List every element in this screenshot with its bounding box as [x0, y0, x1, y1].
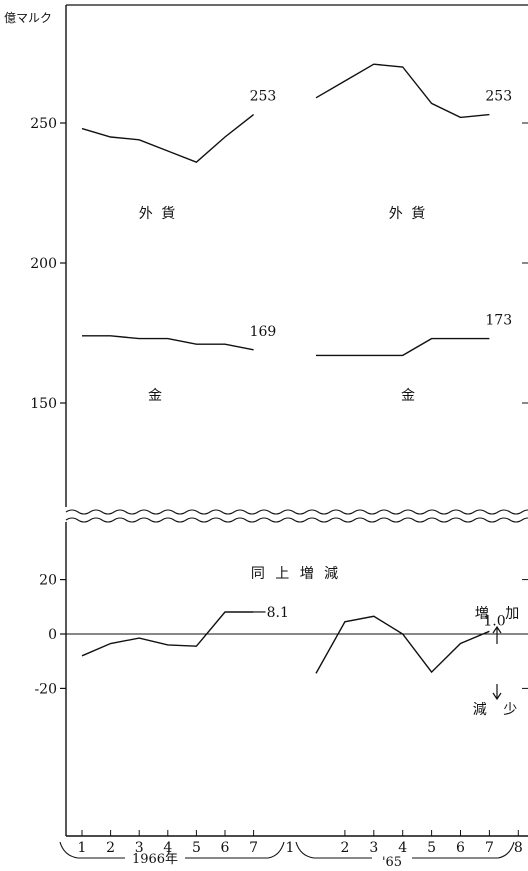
y-tick-label-upper: 250 — [30, 116, 57, 132]
series-name-gold-1966: 金 — [148, 388, 162, 404]
end-value-label: 253 — [250, 89, 277, 105]
x-tick-label-1965: 6 — [456, 840, 465, 856]
x-tick-label-1965: 5 — [427, 840, 436, 856]
year-bracket-1965 — [295, 841, 515, 859]
year-bracket-1966 — [59, 841, 285, 859]
change-end-label-1965: 1.0 — [483, 613, 505, 629]
y-tick-label-lower: 0 — [48, 627, 57, 643]
end-value-label: 169 — [250, 324, 277, 340]
year-label-1965: '65 — [382, 855, 402, 870]
x-tick-label-1965: 4 — [398, 840, 407, 856]
y-tick-label-lower: -20 — [34, 681, 57, 697]
lower-panel-title: 同 上 増 減 — [251, 565, 341, 582]
change-series-line-1965 — [315, 615, 490, 674]
y-axis-unit-label: 億マルク — [4, 11, 52, 25]
x-tick-label-1966: 1 — [78, 840, 87, 856]
decrease-arrow — [492, 684, 502, 701]
end-value-label: 253 — [485, 89, 512, 105]
series-line-foreign-currency-1966 — [81, 114, 255, 164]
series-name-foreign-currency-1965: 外 貨 — [389, 205, 427, 222]
x-tick-label-1965: 2 — [340, 840, 349, 856]
increase-arrow — [492, 625, 502, 644]
x-tick-label-1966: 2 — [106, 840, 115, 856]
x-tick-label-1965: 3 — [369, 840, 378, 856]
x-tick-label-1966: 4 — [163, 840, 172, 856]
change-series-line-1966 — [81, 611, 254, 657]
axis-break-line-top — [65, 509, 528, 515]
end-value-label: 173 — [485, 313, 512, 329]
series-line-gold-1966 — [82, 335, 254, 351]
x-tick-label-1965: 1 — [286, 840, 295, 856]
series-name-gold-1965: 金 — [401, 388, 415, 404]
x-tick-label-1965: 8 — [514, 840, 523, 856]
change-end-label-1966: 8.1 — [267, 605, 289, 621]
x-tick-label-1966: 6 — [221, 840, 230, 856]
x-tick-label-1966: 5 — [192, 840, 201, 856]
x-tick-label-1965: 7 — [485, 840, 494, 856]
series-line-gold-1965 — [316, 337, 490, 357]
y-tick-label-upper: 150 — [30, 396, 57, 412]
series-name-foreign-currency-1966: 外 貨 — [139, 205, 177, 222]
x-tick-label-1966: 7 — [249, 840, 258, 856]
year-label-1966: 1966年 — [132, 852, 178, 867]
y-tick-label-lower: 20 — [39, 573, 57, 589]
axis-break-line-bottom — [65, 517, 528, 523]
series-line-foreign-currency-1965 — [315, 63, 490, 119]
y-tick-label-upper: 200 — [30, 256, 57, 272]
x-tick-label-1966: 3 — [135, 840, 144, 856]
decrease-annotation: 減 少 — [473, 701, 523, 718]
increase-annotation: 増 加 — [475, 606, 525, 622]
